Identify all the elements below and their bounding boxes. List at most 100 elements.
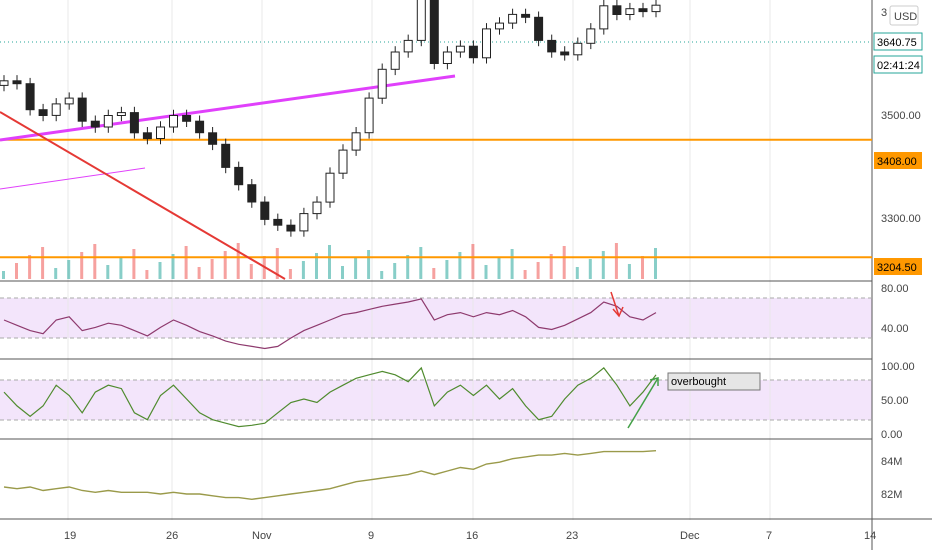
volume-bar <box>132 249 136 279</box>
candle-body <box>51 103 61 116</box>
candle-body <box>312 201 322 215</box>
volume-bar <box>536 262 540 279</box>
candle-body <box>169 115 178 128</box>
resistance-value: 3408.00 <box>877 156 917 168</box>
volume-bar <box>93 244 97 279</box>
time-tick-23: 23 <box>566 530 578 542</box>
candle-body <box>521 13 531 18</box>
candle-body <box>586 28 596 44</box>
candle-body <box>273 218 283 226</box>
rsi-line <box>3 298 657 350</box>
volume-bar <box>445 260 449 279</box>
trendline-descending[interactable] <box>0 111 286 280</box>
candle-body <box>338 149 348 174</box>
time-tick-14: 14 <box>864 530 876 542</box>
volume-bar <box>341 266 344 279</box>
candle-body <box>64 97 74 105</box>
volume-bar <box>28 255 32 279</box>
volume-bar <box>562 246 566 279</box>
countdown-value: 02:41:24 <box>877 60 920 72</box>
time-tick-26: 26 <box>166 530 178 542</box>
volume-bar <box>315 253 318 279</box>
volume-bar <box>614 243 618 279</box>
obv-axis: 84M 82M <box>881 456 902 501</box>
candle-body <box>156 126 165 139</box>
volume-bar <box>54 268 58 279</box>
time-tick-19: 19 <box>64 530 76 542</box>
price-axis: 3 3500.00 3300.00 <box>881 7 921 225</box>
volume-bar <box>171 254 175 279</box>
rsi-tick-80: 80.00 <box>881 283 909 295</box>
time-axis: 19 26 Nov 9 16 23 Dec 7 14 <box>64 530 876 542</box>
candle-body <box>377 68 387 99</box>
volume-bar <box>588 259 592 279</box>
support-value: 3204.50 <box>877 262 917 274</box>
volume-bar <box>223 251 227 279</box>
volume-bar <box>367 250 371 279</box>
candle-body <box>142 132 152 140</box>
volume-bar <box>210 259 214 279</box>
volume-bar <box>328 245 331 279</box>
resistance-tag: 3408.00 <box>874 152 922 169</box>
trendline-ascending-thin[interactable] <box>0 167 146 190</box>
candle-body <box>260 201 270 220</box>
countdown-tag: 02:41:24 <box>873 55 923 74</box>
candle-body <box>38 109 48 116</box>
obv-line <box>3 450 657 501</box>
current-price-value: 3640.75 <box>877 37 917 49</box>
annotation-overbought[interactable]: overbought <box>667 372 761 391</box>
candle-body <box>299 213 309 232</box>
volume-bar <box>627 264 631 279</box>
volume-bar <box>41 247 45 279</box>
volume-bar <box>236 243 240 279</box>
candle-body <box>495 22 504 30</box>
support-tag: 3204.50 <box>874 258 922 275</box>
time-tick-dec: Dec <box>680 530 700 542</box>
candle-body <box>455 45 465 53</box>
time-tick-7: 7 <box>766 530 772 542</box>
volume-bar <box>523 270 527 279</box>
volume-bar <box>2 271 5 279</box>
obv-tick-84m: 84M <box>881 456 902 468</box>
rsi-band <box>0 298 872 338</box>
volume-bar <box>67 260 71 279</box>
candle-body <box>195 120 205 134</box>
candle-body <box>286 224 296 232</box>
stoch-tick-50: 50.00 <box>881 395 909 407</box>
candle-body <box>90 120 100 128</box>
candle-body <box>547 39 557 53</box>
time-tick-9: 9 <box>368 530 374 542</box>
candle-body <box>182 115 192 122</box>
stoch-axis: 100.00 50.00 0.00 <box>881 361 915 441</box>
candle-body <box>116 112 126 116</box>
volume-bar <box>354 258 358 279</box>
time-tick-nov: Nov <box>252 530 272 542</box>
candle-body <box>599 5 609 30</box>
time-tick-16: 16 <box>466 530 478 542</box>
currency-button[interactable]: USD <box>889 5 919 26</box>
volume-bar <box>275 248 279 279</box>
candle-body <box>0 80 9 86</box>
volume-bar <box>419 247 423 279</box>
volume-bar <box>119 257 123 279</box>
volume-bar <box>184 246 188 279</box>
volume-bar <box>471 244 475 279</box>
candle-body <box>129 112 139 134</box>
candlesticks <box>0 0 661 237</box>
volume-bar <box>15 263 18 279</box>
candle-body <box>325 172 335 203</box>
candle-body <box>625 8 635 15</box>
candle-body <box>482 28 491 59</box>
volume-bar <box>80 252 84 279</box>
price-tick-3500: 3500.00 <box>881 110 921 122</box>
candle-body <box>208 132 218 145</box>
stoch-tick-0: 0.00 <box>881 429 902 441</box>
volume-bar <box>510 249 514 279</box>
candle-body <box>403 39 413 53</box>
volume-bar <box>158 262 162 279</box>
volume-bar <box>601 251 605 279</box>
red-down-arrow <box>610 291 624 318</box>
candle-body <box>351 132 361 151</box>
